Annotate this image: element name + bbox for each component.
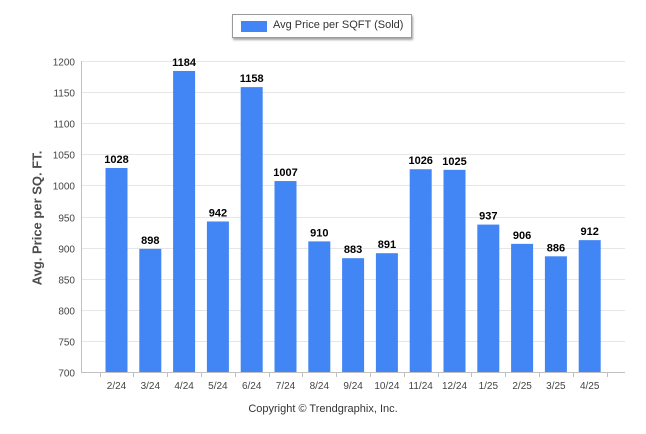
x-tick-labels: 2/24 3/24 4/24 5/24 6/24 7/24 8/24 9/24 10/24 11/… xyxy=(107,381,600,392)
x-tick-label: 1/25 xyxy=(479,381,499,392)
x-tick-label: 4/24 xyxy=(174,381,194,392)
data-label: 1026 xyxy=(408,155,432,167)
y-tick-labels: 700 750 800 850 900 950 1000 1050 1100 1150 1200 xyxy=(53,58,76,380)
bar xyxy=(511,243,534,372)
y-tick-label: 1050 xyxy=(53,151,76,162)
bar xyxy=(409,169,432,372)
x-tick-label: 9/24 xyxy=(343,381,363,392)
x-tick-label: 8/24 xyxy=(310,381,330,392)
x-tick-label: 2/25 xyxy=(512,381,532,392)
bar xyxy=(139,248,162,372)
bar xyxy=(274,181,297,372)
legend-swatch xyxy=(241,21,267,32)
bar xyxy=(308,241,331,372)
bar xyxy=(105,167,128,372)
bar xyxy=(173,70,196,373)
gridlines xyxy=(81,61,625,373)
y-tick-label: 1000 xyxy=(53,182,76,193)
data-labels: 1028 898 1184 942 1158 1007 910 883 891 1026 1025 9… xyxy=(104,57,599,256)
bar xyxy=(240,87,263,373)
data-label: 937 xyxy=(479,211,497,223)
y-tick-label: 800 xyxy=(58,307,75,318)
x-tick-label: 11/24 xyxy=(409,381,434,392)
y-tick-label: 1150 xyxy=(53,89,75,100)
x-tick-label: 3/24 xyxy=(141,381,161,392)
bar xyxy=(375,253,398,372)
axes xyxy=(81,61,625,377)
data-label: 883 xyxy=(344,244,362,256)
data-label: 1025 xyxy=(442,156,466,168)
data-label: 891 xyxy=(378,239,396,251)
bar xyxy=(544,256,567,372)
bar xyxy=(443,169,466,372)
data-label: 912 xyxy=(581,226,599,238)
data-label: 910 xyxy=(310,227,328,239)
legend-label: Avg Price per SQFT (Sold) xyxy=(273,19,404,31)
x-tick-label: 4/25 xyxy=(580,381,600,392)
y-tick-label: 900 xyxy=(58,245,75,256)
bar xyxy=(342,258,365,372)
y-tick-label: 1100 xyxy=(53,120,75,131)
legend[interactable]: Avg Price per SQFT (Sold) xyxy=(232,14,412,38)
data-label: 1028 xyxy=(104,154,128,166)
data-label: 1158 xyxy=(240,73,264,85)
bar xyxy=(206,221,229,372)
x-tick-label: 3/25 xyxy=(546,381,566,392)
x-tick-label: 7/24 xyxy=(276,381,296,392)
data-label: 898 xyxy=(141,235,159,247)
data-label: 942 xyxy=(209,207,227,219)
data-label: 1007 xyxy=(273,167,297,179)
x-tick-label: 5/24 xyxy=(208,381,228,392)
copyright-text: Copyright © Trendgraphix, Inc. xyxy=(248,403,398,415)
x-tick-label: 10/24 xyxy=(374,381,399,392)
y-tick-label: 700 xyxy=(58,369,75,380)
y-axis-label: Avg. Price per SQ. FT. xyxy=(29,150,45,286)
data-label: 1184 xyxy=(172,57,197,69)
y-tick-label: 850 xyxy=(58,276,75,287)
data-label: 906 xyxy=(513,230,531,242)
x-tick-label: 2/24 xyxy=(107,381,127,392)
x-tick-label: 12/24 xyxy=(442,381,467,392)
y-tick-label: 1200 xyxy=(53,58,76,69)
bar xyxy=(477,224,500,372)
bar xyxy=(578,240,601,372)
data-label: 886 xyxy=(547,242,565,254)
x-tick-label: 6/24 xyxy=(242,381,262,392)
bars xyxy=(105,70,601,373)
y-tick-label: 750 xyxy=(58,338,75,349)
y-tick-label: 950 xyxy=(58,214,75,225)
